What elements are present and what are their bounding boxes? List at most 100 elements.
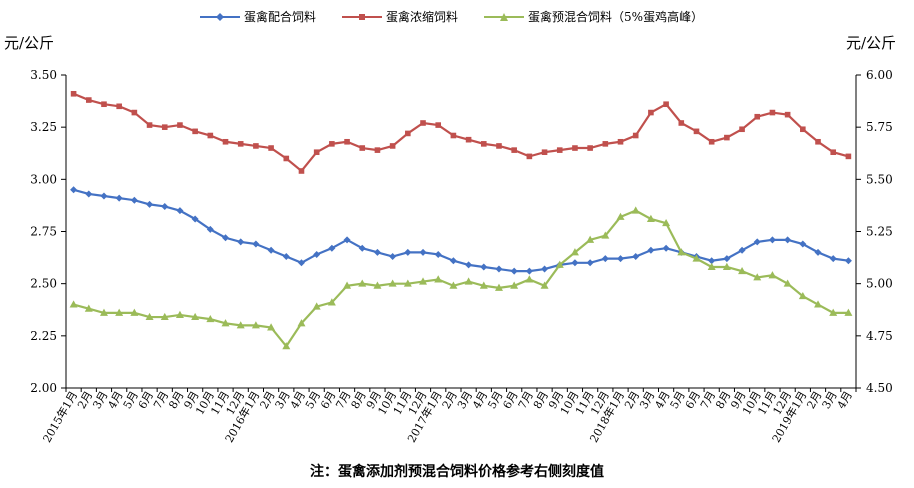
legend-swatch-compound-feed <box>200 12 240 21</box>
data-point <box>753 273 762 281</box>
left-tick-label: 2.00 <box>30 381 57 395</box>
data-point <box>647 246 655 254</box>
data-point <box>479 281 488 289</box>
data-point <box>327 298 336 306</box>
data-point <box>161 124 168 130</box>
right-tick-label: 6.00 <box>866 68 893 82</box>
data-point <box>739 126 745 133</box>
data-point <box>221 319 230 327</box>
data-point <box>753 238 761 246</box>
right-tick-label: 5.25 <box>866 225 893 239</box>
data-point <box>237 238 245 246</box>
data-point <box>177 122 183 128</box>
data-point <box>101 101 107 108</box>
data-point <box>253 143 259 149</box>
data-point <box>525 267 533 275</box>
legend-item-concentrate-feed: 蛋禽浓缩饲料 <box>342 8 458 25</box>
data-point <box>69 300 78 308</box>
data-point <box>556 147 563 153</box>
data-point <box>511 147 517 153</box>
data-point <box>358 279 367 287</box>
data-point <box>236 321 245 329</box>
data-point <box>130 196 138 204</box>
data-point <box>768 236 776 244</box>
data-point <box>192 128 198 135</box>
x-tick-label: 4月 <box>835 389 855 411</box>
data-point <box>252 240 260 248</box>
data-point <box>328 244 336 252</box>
data-point <box>526 153 533 160</box>
data-point <box>222 234 230 242</box>
right-axis-unit: 元/公斤 <box>846 34 897 52</box>
data-point <box>403 279 412 287</box>
x-tick-label: 2015年1月 <box>40 389 81 445</box>
data-point <box>251 321 260 329</box>
data-point <box>130 308 139 316</box>
data-point <box>191 312 200 321</box>
data-point <box>783 279 792 287</box>
right-tick-label: 5.50 <box>866 172 893 186</box>
data-point <box>146 200 154 208</box>
data-point <box>799 240 807 248</box>
data-point <box>631 206 640 214</box>
right-tick-label: 5.75 <box>866 120 893 134</box>
data-point <box>100 192 108 200</box>
data-point <box>616 212 625 220</box>
data-point <box>754 113 761 120</box>
series-1 <box>70 90 852 174</box>
data-point <box>99 308 108 316</box>
data-point <box>70 186 78 194</box>
data-point <box>297 259 305 267</box>
data-point <box>814 248 822 256</box>
data-point <box>540 281 549 289</box>
data-point <box>237 141 244 147</box>
data-point <box>404 248 412 256</box>
data-point <box>161 202 169 210</box>
data-point <box>722 262 731 270</box>
legend-label-premix-feed: 蛋禽预混合饲料（5%蛋鸡高峰） <box>528 10 704 24</box>
series-0 <box>70 186 852 275</box>
data-point <box>70 90 77 97</box>
data-point <box>297 319 306 327</box>
data-point <box>389 253 397 261</box>
right-tick-label: 5.00 <box>866 277 893 291</box>
data-point <box>283 155 290 162</box>
data-point <box>617 255 625 263</box>
data-point <box>344 138 350 145</box>
legend-item-premix-feed: 蛋禽预混合饲料（5%蛋鸡高峰） <box>484 8 703 25</box>
data-point <box>116 103 122 110</box>
data-point <box>494 283 503 291</box>
data-point <box>724 134 730 141</box>
data-point <box>708 257 716 265</box>
data-point <box>480 141 487 147</box>
left-tick-label: 3.50 <box>30 68 57 82</box>
legend: 蛋禽配合饲料 蛋禽浓缩饲料 蛋禽预混合饲料（5%蛋鸡高峰） <box>200 8 729 25</box>
data-point <box>798 291 807 300</box>
data-point <box>738 246 746 254</box>
data-point <box>663 101 669 108</box>
data-point <box>769 109 776 116</box>
data-point <box>707 262 716 270</box>
legend-swatch-premix-feed <box>484 12 525 21</box>
data-point <box>298 168 305 174</box>
right-tick-label: 4.50 <box>866 381 893 395</box>
data-point <box>313 250 321 258</box>
data-point <box>85 190 93 198</box>
data-point <box>572 145 578 151</box>
legend-item-compound-feed: 蛋禽配合饲料 <box>200 8 316 25</box>
data-point <box>723 255 731 263</box>
right-tick-label: 4.75 <box>866 329 893 343</box>
data-point <box>829 255 837 263</box>
left-tick-label: 2.25 <box>30 329 57 343</box>
data-point <box>146 122 153 128</box>
data-point <box>359 145 366 151</box>
data-point <box>646 214 655 222</box>
series-line <box>73 92 849 173</box>
data-point <box>329 141 335 147</box>
data-point <box>677 248 686 256</box>
data-point <box>632 132 639 139</box>
series-2 <box>69 206 853 350</box>
data-point <box>738 266 747 275</box>
data-point <box>464 277 473 285</box>
data-point <box>434 275 443 283</box>
